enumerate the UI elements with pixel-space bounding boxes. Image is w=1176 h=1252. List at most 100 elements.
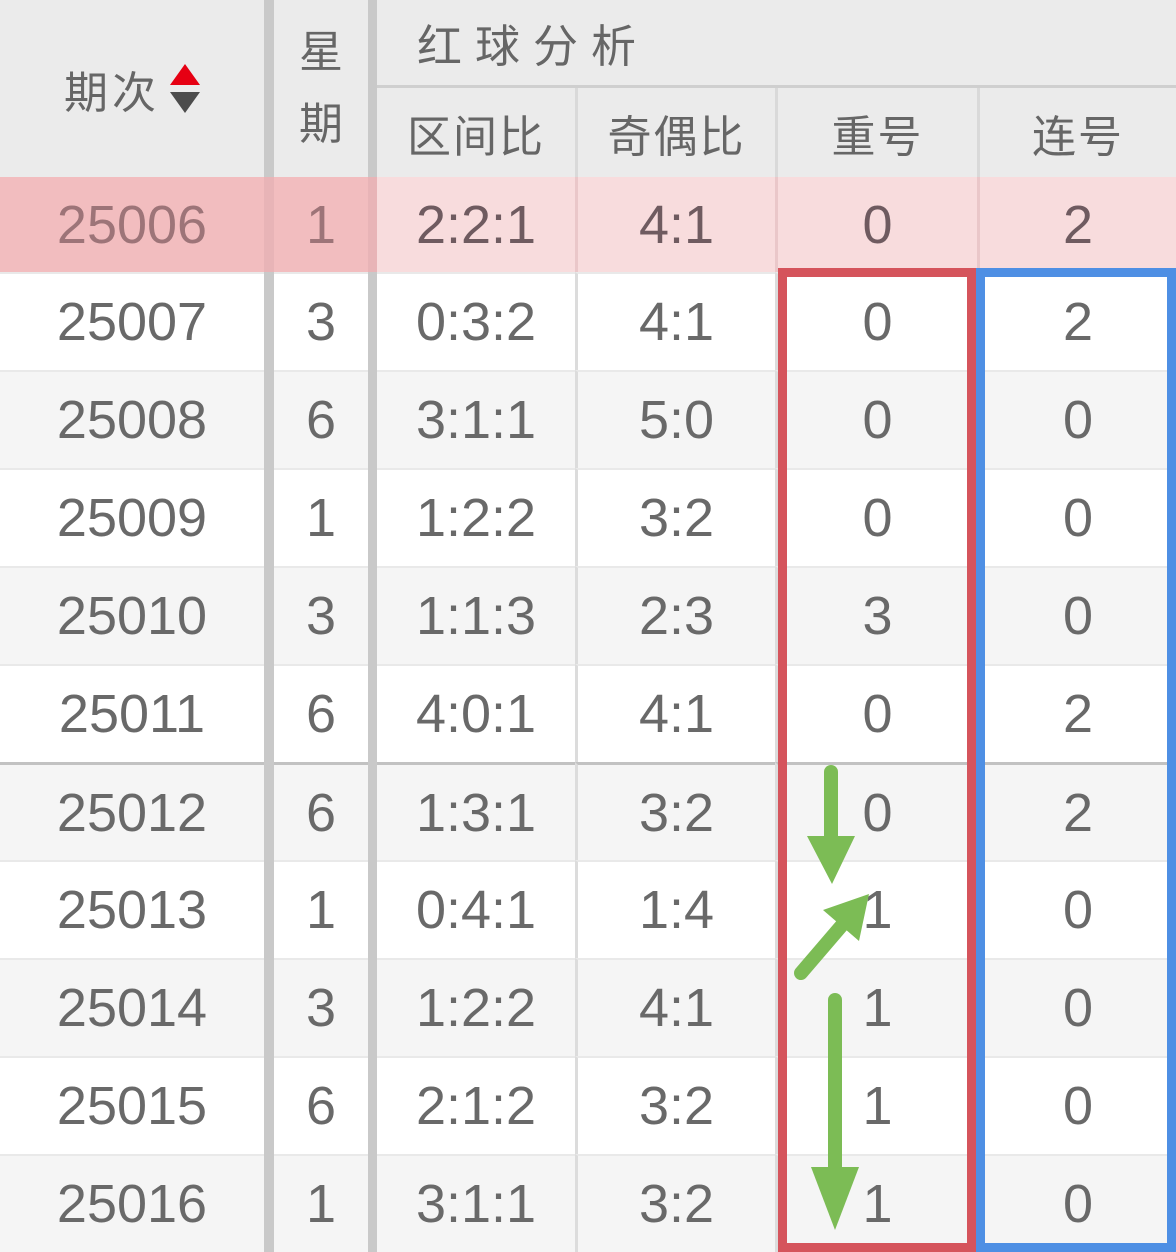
cell-consecutive-count: 2: [977, 664, 1176, 762]
cell-odd-even-ratio: 3:2: [575, 468, 775, 566]
column-divider: [368, 664, 377, 762]
cell-repeat-count: 1: [775, 1154, 977, 1252]
column-divider: [264, 468, 274, 566]
cell-weekday: 6: [274, 1056, 368, 1154]
cell-period: 25007: [0, 272, 264, 370]
column-divider: [264, 762, 274, 860]
sort-desc-icon: [170, 92, 200, 113]
column-divider: [264, 566, 274, 664]
cell-consecutive-count: 0: [977, 1056, 1176, 1154]
cell-repeat-count: 1: [775, 958, 977, 1056]
cell-odd-even-ratio: 4:1: [575, 958, 775, 1056]
sort-triangles-icon[interactable]: [170, 64, 200, 113]
cell-interval-ratio: 1:1:3: [377, 566, 575, 664]
cell-weekday: 3: [274, 272, 368, 370]
cell-weekday: 1: [274, 468, 368, 566]
cell-interval-ratio: 3:1:1: [377, 1154, 575, 1252]
sort-asc-icon: [170, 64, 200, 85]
cell-weekday-highlighted: 1: [274, 177, 368, 272]
weekday-header-char-2: 期: [299, 99, 343, 149]
column-divider: [368, 1154, 377, 1252]
cell-interval-ratio: 2:1:2: [377, 1056, 575, 1154]
cell-repeat-count: 3: [775, 566, 977, 664]
cell-weekday: 6: [274, 762, 368, 860]
cell-interval-ratio: 1:2:2: [377, 468, 575, 566]
column-divider: [264, 1154, 274, 1252]
column-divider: [264, 1056, 274, 1154]
cell-period: 25009: [0, 468, 264, 566]
cell-odd-even-ratio: 2:3: [575, 566, 775, 664]
cell-odd-even-ratio: 3:2: [575, 1154, 775, 1252]
cell-repeat-count-highlighted: 0: [775, 177, 977, 272]
cell-repeat-count: 0: [775, 468, 977, 566]
cell-consecutive-count: 0: [977, 468, 1176, 566]
cell-interval-ratio: 4:0:1: [377, 664, 575, 762]
cell-period: 25010: [0, 566, 264, 664]
cell-interval-ratio: 0:3:2: [377, 272, 575, 370]
cell-weekday: 6: [274, 664, 368, 762]
cell-period: 25012: [0, 762, 264, 860]
cell-period: 25008: [0, 370, 264, 468]
cell-repeat-count: 0: [775, 664, 977, 762]
column-divider: [368, 0, 377, 177]
cell-consecutive-count: 0: [977, 370, 1176, 468]
cell-period: 25014: [0, 958, 264, 1056]
period-header-label: 期次: [64, 68, 160, 118]
redball-analysis-label: 红球分析: [417, 21, 650, 72]
column-header-odd-even-ratio: 奇偶比: [575, 88, 775, 177]
column-header-interval-ratio: 区间比: [377, 88, 575, 177]
cell-interval-ratio-highlighted: 2:2:1: [377, 177, 575, 272]
group-header-redball-analysis: 红球分析: [377, 0, 1176, 88]
cell-interval-ratio: 1:3:1: [377, 762, 575, 860]
cell-repeat-count: 0: [775, 370, 977, 468]
column-divider: [264, 0, 274, 177]
cell-odd-even-ratio: 1:4: [575, 860, 775, 958]
cell-consecutive-count: 0: [977, 1154, 1176, 1252]
cell-period: 25016: [0, 1154, 264, 1252]
cell-weekday: 3: [274, 566, 368, 664]
cell-period-highlighted[interactable]: 25006: [0, 177, 264, 272]
column-divider: [368, 272, 377, 370]
column-divider: [264, 272, 274, 370]
cell-consecutive-count: 0: [977, 860, 1176, 958]
column-divider: [368, 566, 377, 664]
column-divider: [264, 370, 274, 468]
weekday-header-char-1: 星: [299, 28, 343, 78]
cell-consecutive-count: 0: [977, 566, 1176, 664]
cell-odd-even-ratio: 4:1: [575, 272, 775, 370]
cell-repeat-count: 1: [775, 860, 977, 958]
cell-interval-ratio: 3:1:1: [377, 370, 575, 468]
cell-odd-even-ratio: 3:2: [575, 1056, 775, 1154]
cell-odd-even-ratio: 3:2: [575, 762, 775, 860]
cell-weekday: 6: [274, 370, 368, 468]
cell-period: 25013: [0, 860, 264, 958]
column-divider: [264, 958, 274, 1056]
cell-weekday: 3: [274, 958, 368, 1056]
cell-period: 25011: [0, 664, 264, 762]
cell-odd-even-ratio: 4:1: [575, 664, 775, 762]
column-divider: [368, 370, 377, 468]
cell-period: 25015: [0, 1056, 264, 1154]
cell-interval-ratio: 1:2:2: [377, 958, 575, 1056]
cell-consecutive-count: 2: [977, 272, 1176, 370]
cell-consecutive-count-highlighted: 2: [977, 177, 1176, 272]
column-header-weekday: 星 期: [274, 0, 368, 177]
cell-repeat-count: 0: [775, 762, 977, 860]
column-divider: [368, 468, 377, 566]
column-divider: [368, 1056, 377, 1154]
cell-weekday: 1: [274, 1154, 368, 1252]
column-header-period[interactable]: 期次: [0, 0, 264, 177]
cell-odd-even-ratio: 5:0: [575, 370, 775, 468]
cell-weekday: 1: [274, 860, 368, 958]
column-divider: [368, 860, 377, 958]
cell-interval-ratio: 0:4:1: [377, 860, 575, 958]
cell-consecutive-count: 0: [977, 958, 1176, 1056]
column-header-repeat: 重号: [775, 88, 977, 177]
column-divider: [368, 177, 377, 272]
column-header-consecutive: 连号: [977, 88, 1176, 177]
column-divider: [368, 958, 377, 1056]
column-divider: [264, 177, 274, 272]
cell-repeat-count: 0: [775, 272, 977, 370]
